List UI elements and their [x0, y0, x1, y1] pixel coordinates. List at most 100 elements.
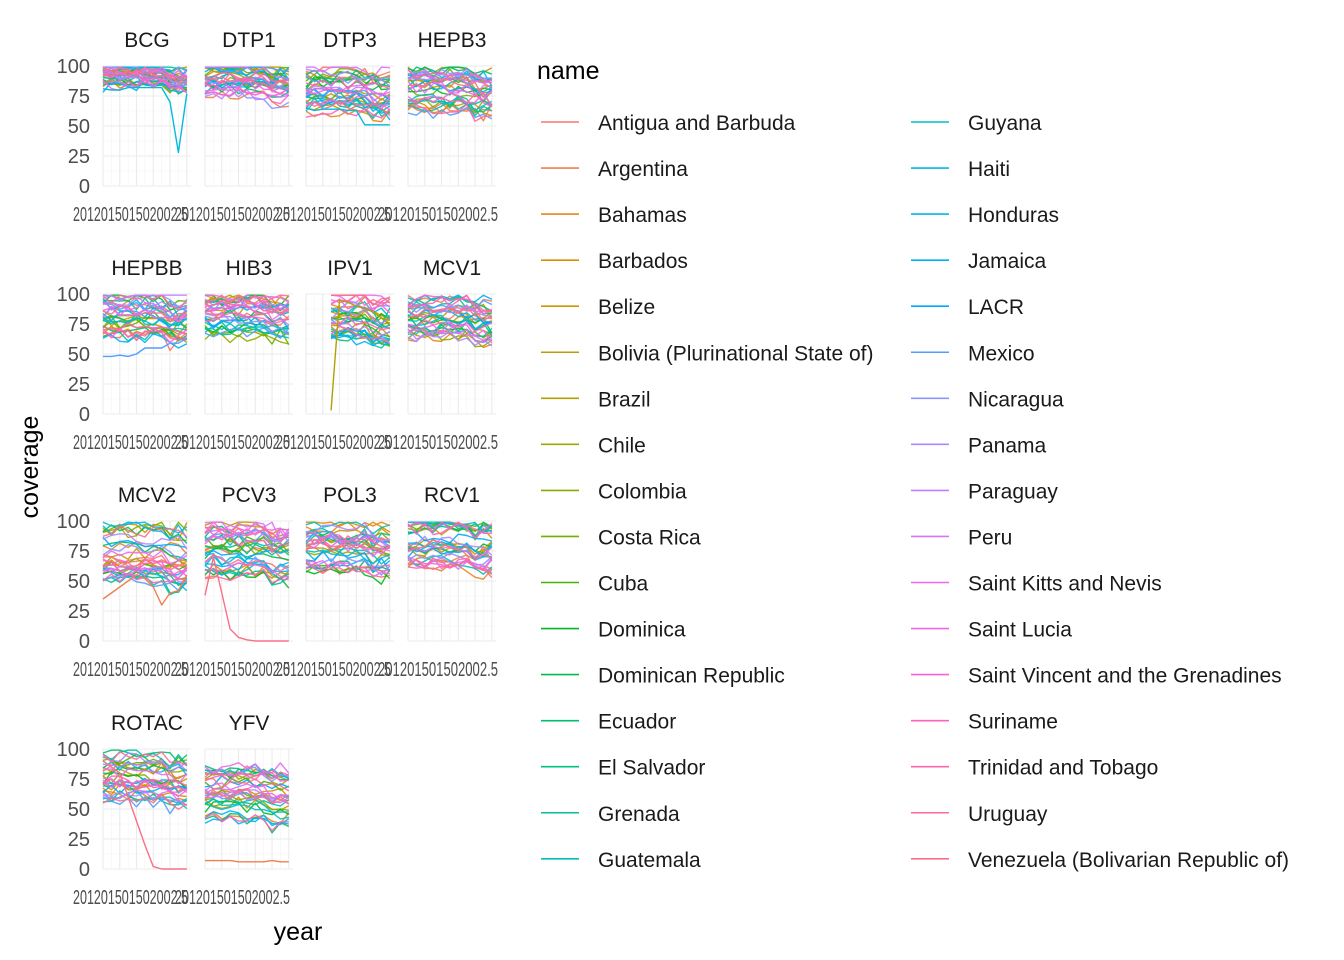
series-line	[204, 798, 289, 820]
x-tick-labels: 201201501502002.5	[378, 659, 498, 681]
legend-title: name	[537, 57, 600, 85]
series-line	[305, 75, 391, 87]
legend-label: Guyana	[968, 112, 1042, 135]
facet-panel-mcv1: MCV1 201201501502002.5	[378, 257, 498, 454]
series-line	[407, 93, 493, 108]
x-tick-labels: 201201501502002.5	[175, 204, 290, 226]
series-line	[102, 558, 187, 577]
series-line	[102, 789, 188, 807]
series-line	[305, 99, 391, 121]
series-line	[330, 313, 391, 326]
legend-label: Saint Vincent and the Grenadines	[968, 665, 1282, 688]
series-line	[102, 66, 187, 78]
series-line	[204, 303, 290, 321]
series-line	[330, 321, 391, 337]
legend-label: Colombia	[598, 480, 687, 503]
series-line	[102, 793, 188, 810]
facet-panel-bcg: BCG 0 25 50 75 100 201201501502002.5	[57, 29, 191, 226]
series-line	[204, 316, 289, 330]
legend-label: Haiti	[968, 158, 1010, 181]
series-line	[330, 326, 391, 344]
series-line	[204, 775, 290, 790]
series-line	[305, 558, 391, 576]
x-tick-labels: 201201501502002.5	[276, 659, 391, 681]
facet-panel-dtp1: DTP1 201201501502002.5	[175, 29, 293, 226]
y-tick-label: 0	[79, 631, 90, 653]
series-line	[407, 77, 493, 99]
legend-label: Belize	[598, 296, 655, 319]
y-tick-label: 50	[68, 116, 90, 138]
facet-panel-rcv1: RCV1 201201501502002.5	[378, 484, 498, 681]
legend-label: Argentina	[598, 158, 688, 181]
series-line	[204, 294, 289, 304]
series-line	[407, 68, 492, 84]
legend-label: Dominica	[598, 619, 686, 642]
legend-label: Paraguay	[968, 480, 1058, 503]
series-line	[204, 563, 290, 580]
series-line	[102, 566, 188, 580]
series-line	[204, 303, 290, 321]
facet-panel-dtp3: DTP3 201201501502002.5	[276, 29, 394, 226]
series-line	[102, 66, 188, 83]
legend-label: Antigua and Barbuda	[598, 112, 796, 135]
legend-label: El Salvador	[598, 757, 705, 780]
series-line	[407, 69, 492, 84]
series-line	[331, 315, 390, 331]
x-tick-labels: 201201501502002.5	[276, 432, 391, 454]
series-line	[331, 294, 390, 306]
x-tick-labels: 201201501502002.5	[378, 432, 498, 454]
series-line	[204, 534, 289, 553]
series-line	[102, 301, 188, 323]
legend-label: Costa Rica	[598, 526, 701, 549]
series-line	[204, 553, 290, 572]
series-line	[102, 525, 188, 538]
x-tick-labels: 201201501502002.5	[175, 432, 290, 454]
series-line	[102, 752, 188, 772]
series-line	[407, 541, 493, 558]
series-line	[407, 98, 493, 107]
series-line	[204, 777, 290, 791]
series-line	[407, 294, 493, 303]
facet-panel-hepb3: HEPB3 201201501502002.5	[378, 29, 498, 226]
series-line	[305, 539, 391, 552]
series-line	[330, 301, 391, 319]
series-line	[305, 87, 390, 107]
series-line	[102, 533, 188, 550]
series-line	[330, 333, 390, 346]
series-line	[306, 66, 390, 79]
series-line	[407, 306, 492, 317]
x-tick-labels: 201201501502002.5	[73, 659, 188, 681]
series-line	[305, 560, 390, 578]
series-line	[204, 521, 290, 542]
legend-label: Grenada	[598, 803, 680, 826]
series-line	[305, 561, 390, 574]
series-line	[330, 334, 391, 349]
series-line	[102, 750, 188, 766]
series-line	[102, 576, 188, 592]
legend-label: Trinidad and Tobago	[968, 757, 1158, 780]
series-line	[305, 97, 391, 111]
series-line-outlier	[102, 760, 187, 870]
y-tick-label: 25	[68, 601, 90, 623]
facet-strip-label: ROTAC	[111, 712, 183, 735]
series-line	[305, 83, 391, 98]
y-tick-label: 75	[68, 541, 90, 563]
y-tick-label: 0	[79, 404, 90, 426]
series-line	[204, 312, 290, 326]
legend-label: Jamaica	[968, 250, 1047, 273]
series-line	[305, 85, 391, 97]
series-line	[407, 328, 493, 344]
x-axis-title: year	[274, 918, 323, 946]
series-line	[407, 93, 493, 112]
facet-panel-rotac: ROTAC 0 25 50 75 100 201201501502002.5	[57, 712, 191, 909]
series-line	[330, 317, 390, 329]
series-line	[102, 66, 187, 80]
series-line	[407, 317, 493, 330]
facet-panel-mcv2: MCV2 0 25 50 75 100 201201501502002.5	[57, 484, 191, 681]
series-line	[407, 66, 493, 79]
series-line	[204, 327, 290, 339]
facet-panel-ipv1: IPV1 201201501502002.5	[276, 257, 394, 454]
series-line	[204, 88, 290, 105]
legend-label: Suriname	[968, 711, 1058, 734]
series-line	[102, 778, 188, 793]
